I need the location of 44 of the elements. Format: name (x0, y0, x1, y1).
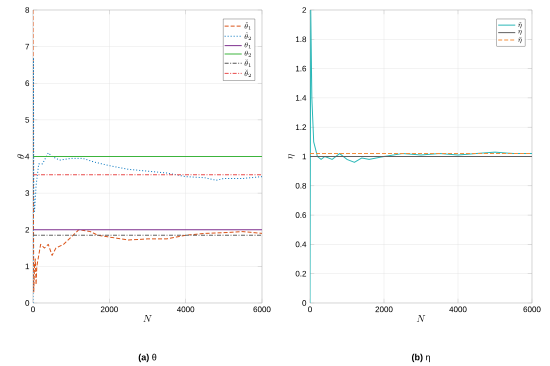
legend-label: $\theta_2$ (244, 50, 251, 57)
x-tick-label: 6000 (524, 306, 541, 312)
legend-label: $\theta_1$ (244, 42, 251, 48)
y-tick-label: 1 (26, 264, 30, 270)
y-tick-label: 0.2 (296, 270, 306, 277)
legend-label: $\hat{\eta}$ (518, 22, 522, 28)
y-tick-label: 8 (25, 7, 30, 13)
y-tick-label: 2 (25, 226, 30, 233)
x-tick-label: 2000 (376, 306, 393, 312)
legend-label: $\eta$ (518, 30, 522, 35)
x-tick-label: 0 (308, 306, 312, 312)
legend-label: $\hat{\theta}_1$ (244, 22, 251, 30)
y-axis-title: $\eta$ (288, 154, 295, 159)
y-tick-label: 1 (302, 154, 306, 160)
y-tick-label: 1.4 (296, 95, 306, 101)
legend-label: $\hat{\theta}_2$ (244, 32, 251, 40)
y-tick-label: 5 (25, 117, 30, 123)
y-tick-label: 0.8 (296, 182, 306, 189)
x-tick-label: 2000 (100, 306, 118, 312)
x-axis-title: $N$ (143, 315, 152, 322)
y-tick-label: 3 (25, 190, 30, 196)
text: (b) η (412, 354, 430, 362)
y-tick-label: 0.6 (296, 212, 306, 218)
y-tick-label: 0 (25, 300, 30, 306)
legend-label: $\breve{\eta}$ (518, 36, 522, 44)
y-tick-label: 1.8 (296, 36, 306, 42)
legend-label: $\breve{\theta}_2$ (244, 69, 251, 78)
x-tick-label: 4000 (449, 306, 467, 312)
x-tick-label: 0 (31, 306, 35, 312)
y-tick-label: 2 (302, 7, 306, 13)
y-tick-label: 0 (302, 300, 306, 306)
y-tick-label: 7 (25, 44, 30, 50)
line-series (310, 10, 532, 303)
x-tick-label: 6000 (254, 306, 271, 312)
text: (a) θ (138, 354, 156, 362)
x-axis-title: $N$ (416, 315, 426, 322)
y-tick-label: 0.4 (296, 242, 306, 248)
y-tick-label: 1.6 (296, 66, 306, 72)
y-tick-label: 1.2 (296, 124, 306, 130)
legend-label: $\breve{\theta}_1$ (244, 59, 251, 67)
x-tick-label: 4000 (176, 306, 194, 312)
y-tick-label: 6 (25, 80, 30, 86)
y-tick-label: 4 (25, 154, 30, 160)
y-axis-title: $\theta$ (17, 154, 24, 159)
